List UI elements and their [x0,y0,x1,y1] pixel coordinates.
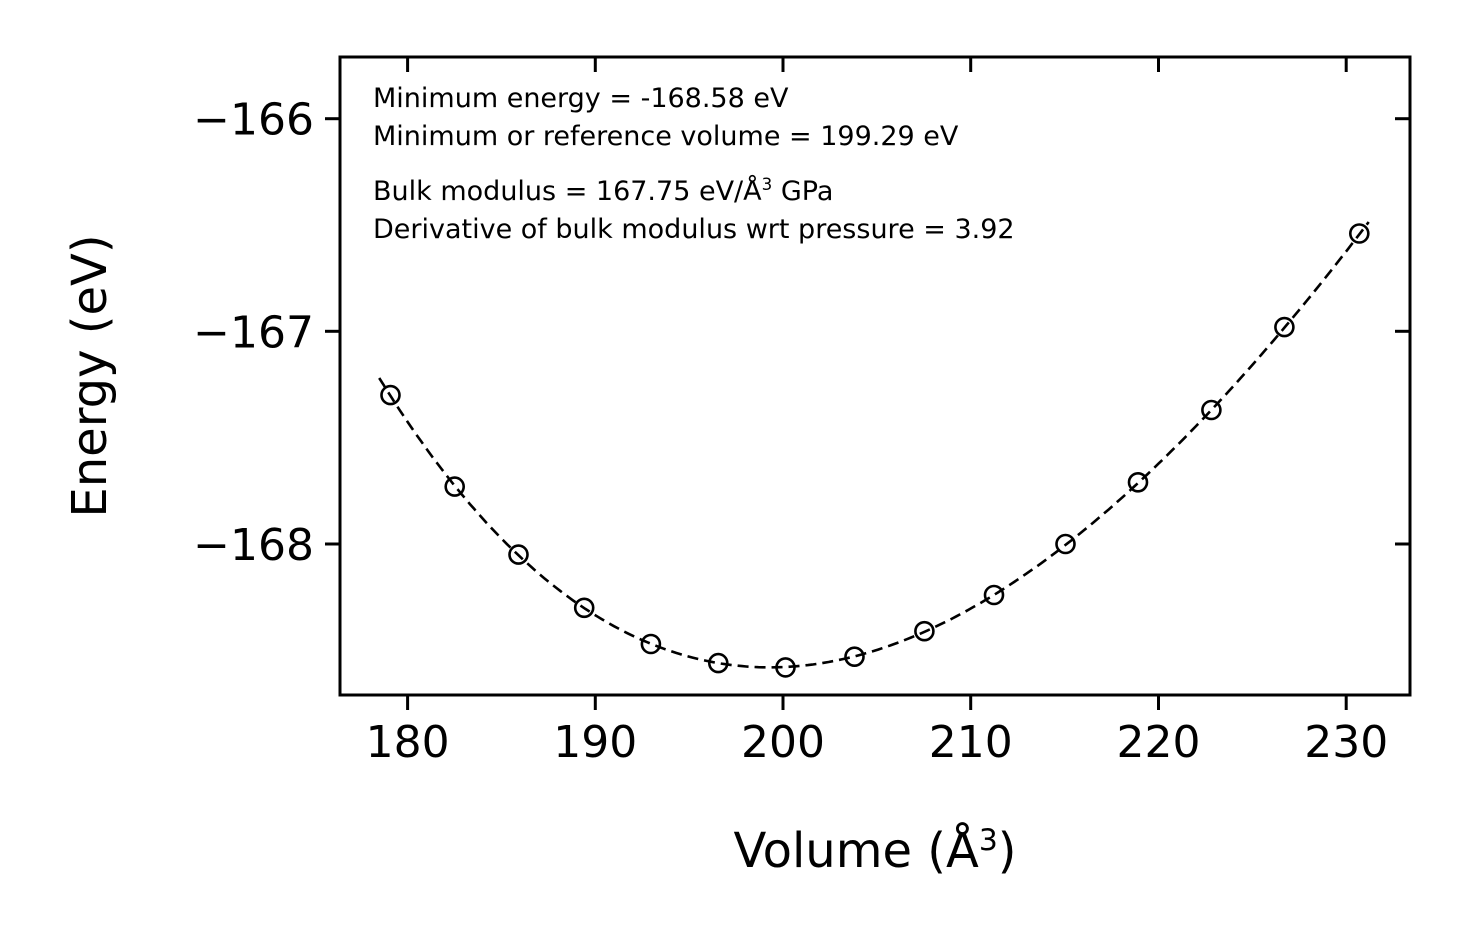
x-axis-label-close: ) [997,823,1017,879]
data-point-marker [1127,471,1149,493]
data-point-marker [983,584,1005,606]
data-point-marker [573,597,595,619]
fit-curve [378,221,1370,669]
data-point-marker [775,657,796,678]
y-tick-label: −168 [193,520,314,571]
y-axis-label: Energy (eV) [62,234,118,518]
data-point-marker [1274,316,1295,338]
annotation-bulk-modulus-text: Bulk modulus = 167.75 eV/Å [373,176,762,207]
data-point-marker [508,544,529,565]
x-tick-label: 210 [929,717,1013,768]
data-point-marker [444,476,466,497]
annotation-minimum-volume: Minimum or reference volume = 199.29 eV [373,121,959,152]
y-tick-label: −166 [193,95,314,146]
x-tick-label: 200 [741,717,825,768]
annotation-bulk-modulus-units: GPa [772,176,834,207]
annotation-bulk-modulus-superscript: 3 [761,174,773,194]
data-point-marker [380,384,401,406]
data-point-marker [914,620,935,642]
data-point-marker [640,633,662,655]
fit-results-annotation: Minimum energy = -168.58 eV Minimum or r… [373,80,1015,249]
x-axis-label: Volume (Å3) [733,823,1016,879]
y-tick-label: −167 [193,307,314,358]
annotation-minimum-energy: Minimum energy = -168.58 eV [373,83,789,114]
x-tick-label: 230 [1304,717,1388,768]
annotation-bulk-modulus: Bulk modulus = 167.75 eV/Å3 GPa [373,165,1015,211]
data-point-marker [1349,223,1370,244]
x-axis-label-superscript: 3 [978,823,998,858]
x-axis-label-text: Volume (Å [733,823,979,879]
data-point-marker [1055,533,1076,555]
annotation-bulk-modulus-derivative: Derivative of bulk modulus wrt pressure … [373,214,1015,245]
x-tick-label: 190 [553,717,637,768]
data-point-marker [707,652,729,674]
data-point-marker [844,646,865,668]
x-tick-label: 220 [1117,717,1201,768]
data-point-marker [1201,399,1222,421]
x-tick-label: 180 [366,717,450,768]
axes-frame [338,55,1412,697]
